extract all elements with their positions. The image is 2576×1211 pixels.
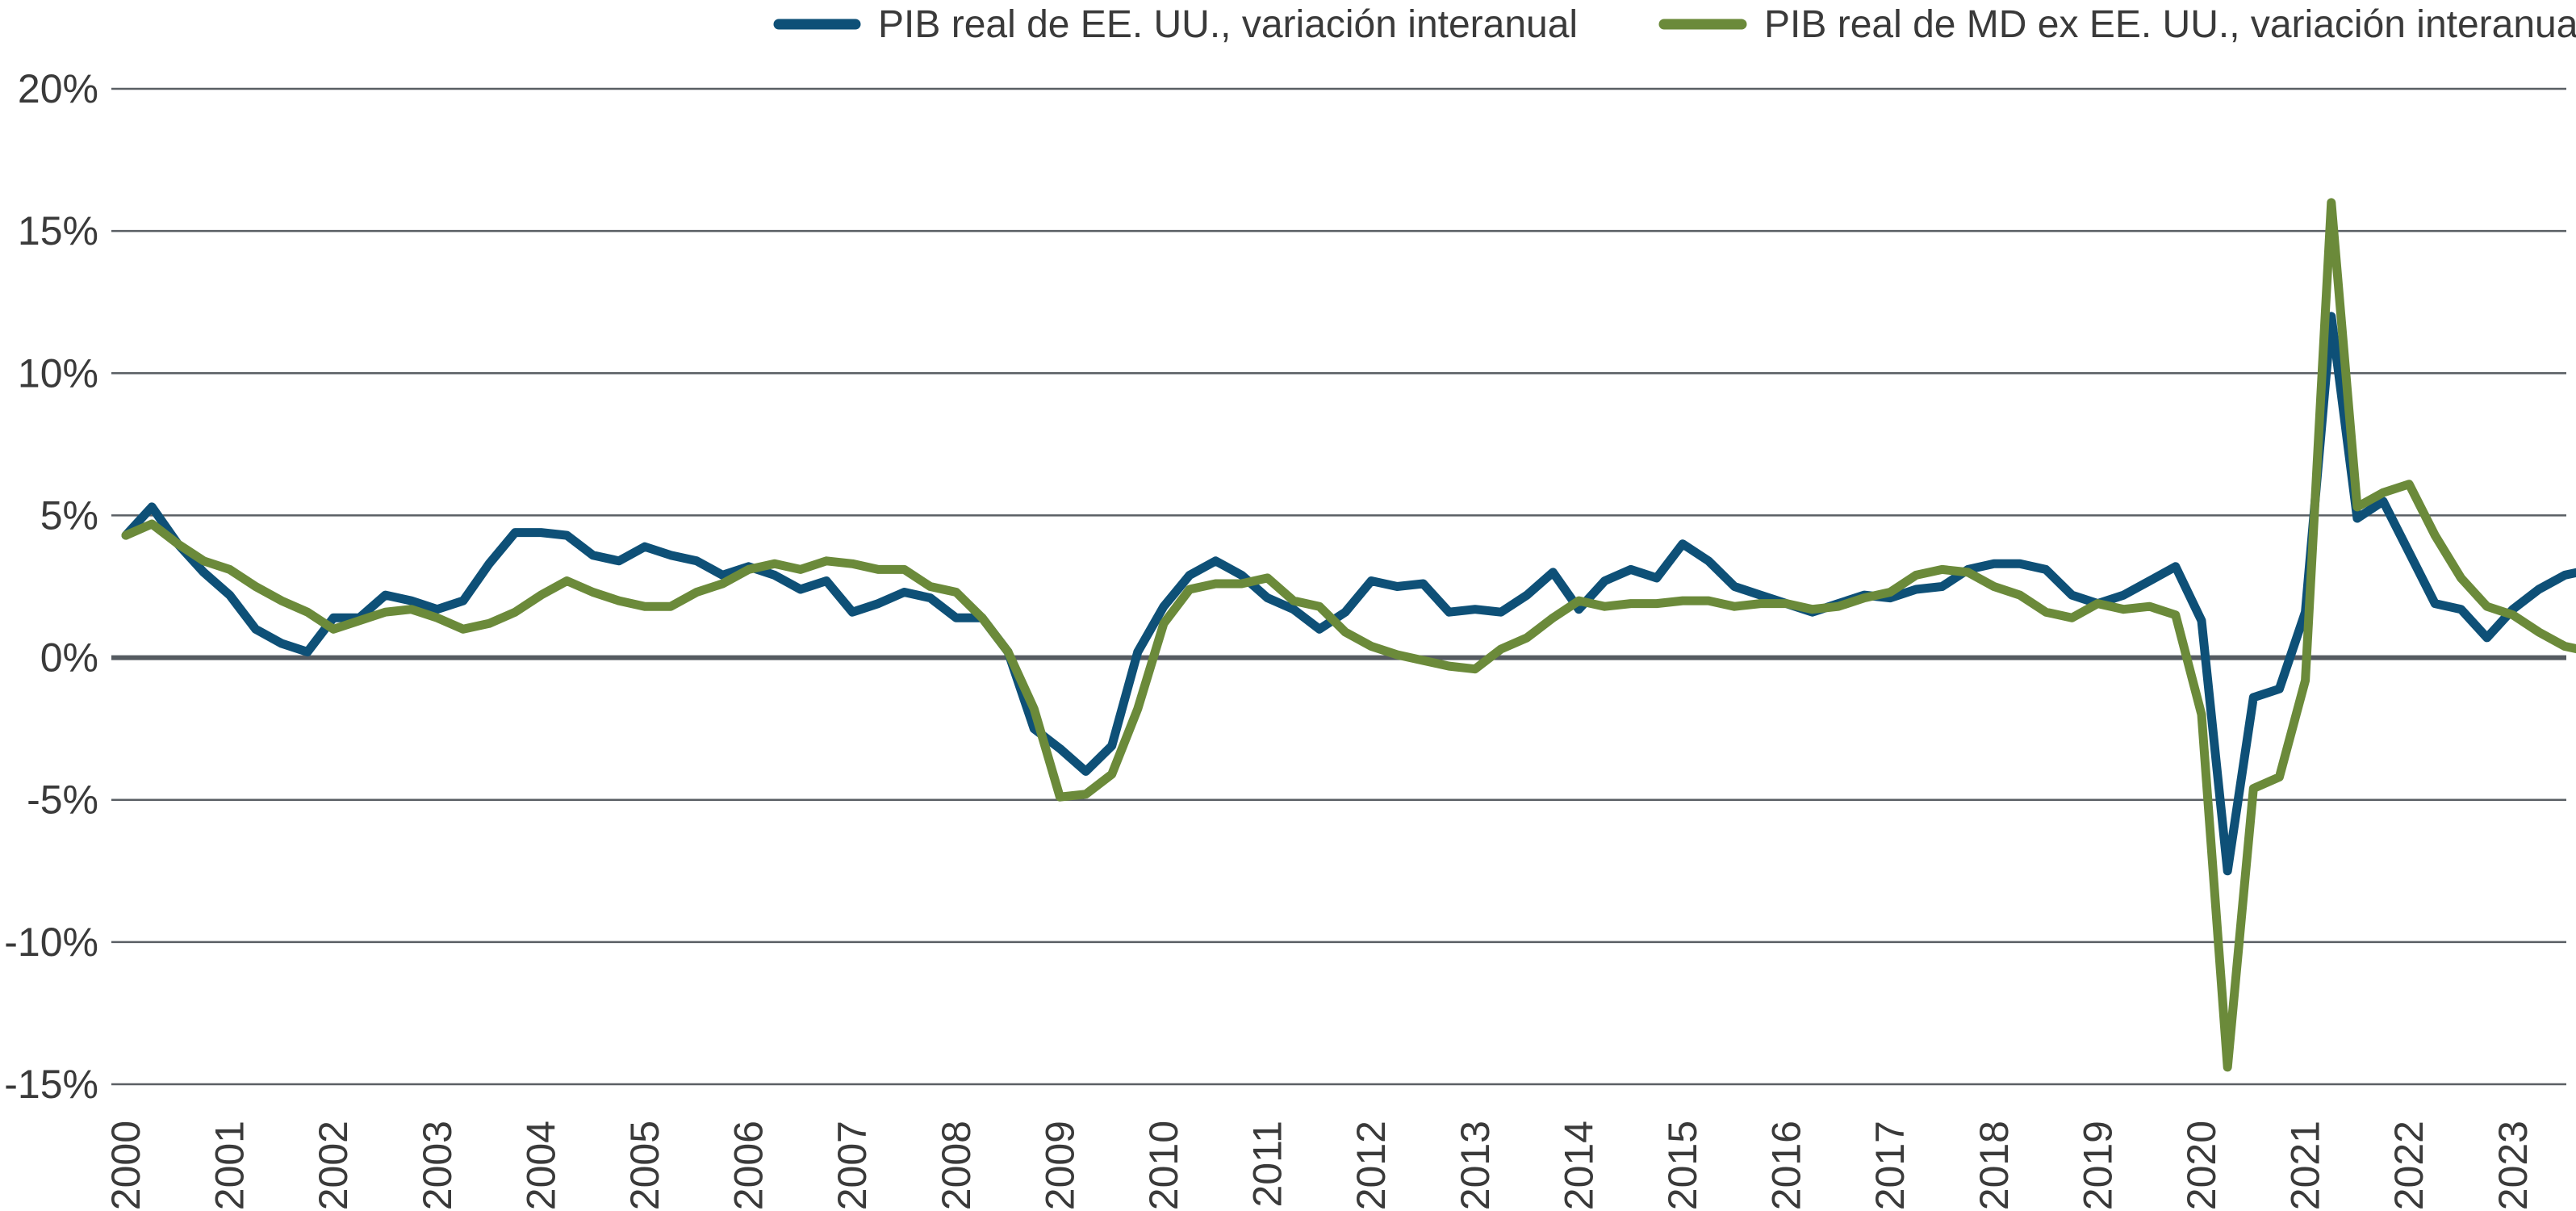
x-tick-label: 2019 <box>2075 1121 2120 1210</box>
series-lines <box>121 198 2576 1072</box>
x-tick-label: 2012 <box>1349 1121 1394 1210</box>
x-tick-label: 2010 <box>1141 1121 1186 1210</box>
legend-label: PIB real de EE. UU., variación interanua… <box>878 3 1578 46</box>
y-tick-label: 5% <box>40 492 98 538</box>
x-tick-label: 2015 <box>1660 1121 1705 1210</box>
x-tick-label: 2001 <box>207 1121 253 1210</box>
legend-label: PIB real de MD ex EE. UU., variación int… <box>1764 3 2576 46</box>
x-tick-label: 2000 <box>103 1121 148 1210</box>
y-tick-label: -10% <box>4 920 98 965</box>
x-tick-label: 2007 <box>830 1121 875 1210</box>
x-tick-label: 2008 <box>934 1121 979 1210</box>
y-tick-label: 10% <box>18 350 98 396</box>
x-tick-label: 2005 <box>622 1121 667 1210</box>
x-tick-label: 2017 <box>1867 1121 1913 1210</box>
y-tick-label: 15% <box>18 208 98 254</box>
x-tick-label: 2021 <box>2283 1121 2328 1210</box>
x-tick-label: 2006 <box>726 1121 772 1210</box>
x-tick-label: 2016 <box>1764 1121 1809 1210</box>
y-tick-label: -15% <box>4 1062 98 1107</box>
x-tick-label: 2003 <box>415 1121 460 1210</box>
x-axis-ticks: 2000 2001 2002 2003 2004 2005 2006 2007 2008 2009… <box>103 1121 2536 1210</box>
series-line-dm-ex-us-gdp <box>121 198 2576 1072</box>
x-tick-label: 2013 <box>1453 1121 1498 1210</box>
x-tick-label: 2018 <box>1972 1121 2017 1210</box>
x-tick-label: 2023 <box>2490 1121 2536 1210</box>
y-tick-label: 0% <box>40 635 98 681</box>
x-tick-label: 2011 <box>1245 1121 1290 1208</box>
x-tick-label: 2004 <box>518 1121 563 1210</box>
gridlines <box>111 87 2566 1086</box>
x-tick-label: 2014 <box>1556 1121 1601 1210</box>
series-line-us-gdp <box>121 312 2576 876</box>
x-tick-label: 2022 <box>2386 1121 2432 1210</box>
x-tick-label: 2002 <box>311 1121 356 1210</box>
y-tick-label: -5% <box>27 777 98 823</box>
legend: PIB real de EE. UU., variación interanua… <box>773 3 2576 46</box>
x-tick-label: 2020 <box>2179 1121 2224 1210</box>
y-axis-ticks: 20% 15% 10% 5% 0% -5% -10% -15% <box>4 66 98 1107</box>
x-tick-label: 2009 <box>1037 1121 1082 1210</box>
y-tick-label: 20% <box>18 66 98 111</box>
